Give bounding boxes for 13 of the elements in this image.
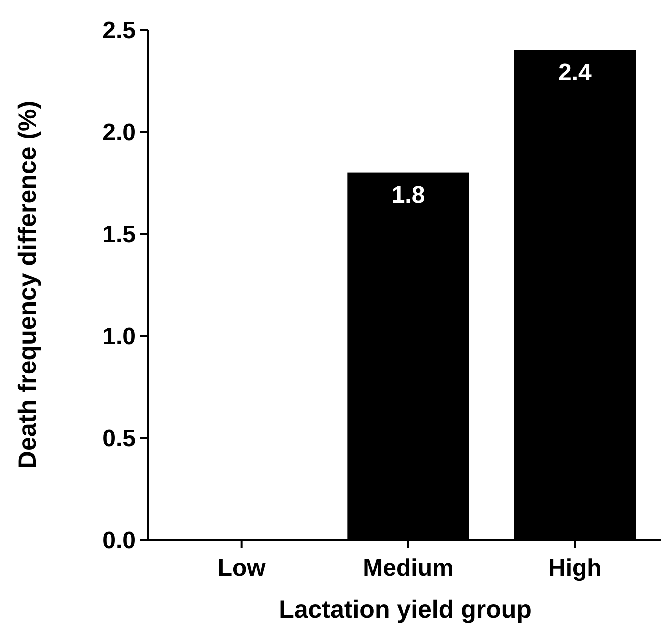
y-tick-label: 2.5 [102,17,136,44]
x-tick-label: Medium [363,555,454,582]
x-tick-label: Low [218,555,266,582]
x-axis-title: Lactation yield group [279,596,532,624]
y-tick-label: 2.0 [102,119,136,146]
data-label: 1.8 [392,182,426,209]
y-tick-label: 1.0 [102,323,136,350]
y-axis-title: Death frequency difference (%) [14,100,42,470]
y-tick-label: 0.5 [102,425,136,452]
data-label: 2.4 [558,59,592,86]
x-tick-label: High [548,555,602,582]
y-tick-label: 0.0 [102,527,136,554]
y-tick-label: 1.5 [102,221,136,248]
